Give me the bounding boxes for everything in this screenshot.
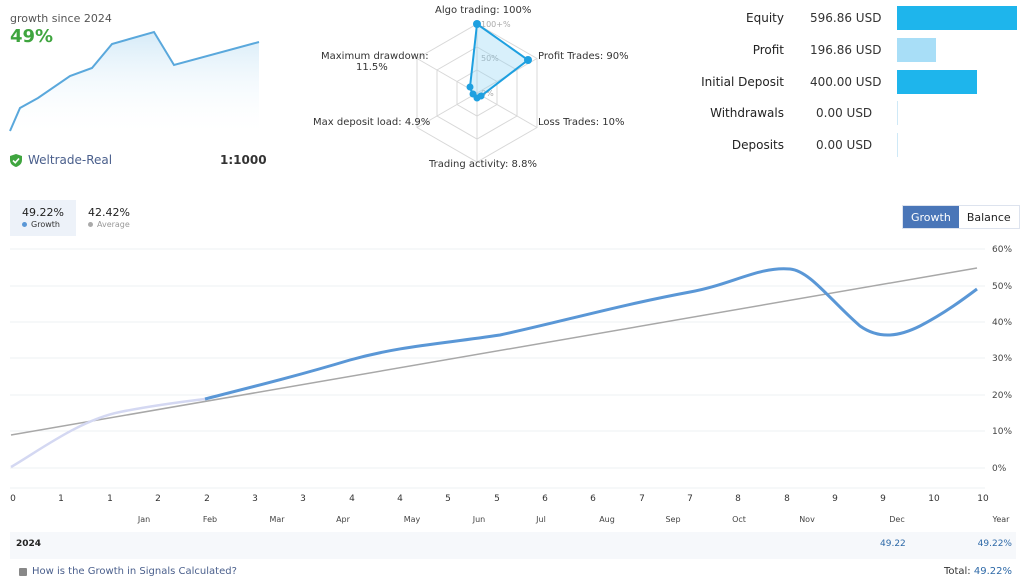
metric-tabs: 49.22% Growth 42.42% Average [10, 200, 142, 236]
growth-line-early [10, 397, 206, 469]
withdrawals-bar [897, 101, 898, 125]
stat-profit: Profit 196.86 USD [0, 38, 1024, 62]
balance-toggle-button[interactable]: Balance [958, 206, 1019, 228]
deposits-bar [897, 133, 898, 157]
svg-text:50%: 50% [481, 54, 499, 63]
radar-label-drawdown-value: 11.5% [356, 62, 388, 73]
growth-since-label: growth since 2024 [10, 12, 112, 25]
book-icon [19, 567, 27, 576]
tab-growth-metric[interactable]: 49.22% Growth [10, 200, 76, 236]
svg-text:100+%: 100+% [481, 20, 511, 29]
stat-deposits: Deposits 0.00 USD [0, 133, 1024, 157]
stat-equity: Equity 596.86 USD [0, 6, 1024, 30]
leverage: 1:1000 [220, 153, 267, 167]
chart-type-toggle: Growth Balance [902, 205, 1020, 229]
radar-label-loss: Loss Trades: 10% [538, 117, 625, 128]
growth-toggle-button[interactable]: Growth [903, 206, 959, 228]
broker-link[interactable]: Weltrade-Real [10, 153, 112, 167]
verified-shield-icon [10, 153, 22, 167]
svg-text:40%: 40% [992, 318, 1012, 328]
radar-chart: 100+% 50% 0% Algo trading: 100% Profit T… [300, 0, 640, 180]
svg-text:0%: 0% [992, 464, 1007, 474]
svg-text:10%: 10% [992, 427, 1012, 437]
svg-text:20%: 20% [992, 391, 1012, 401]
svg-text:0%: 0% [481, 89, 494, 98]
radar-grid: 100+% 50% 0% [416, 20, 538, 163]
growth-dot-icon [22, 222, 27, 227]
mini-growth-chart [9, 30, 260, 138]
tab-average-metric[interactable]: 42.42% Average [87, 206, 130, 229]
stat-withdrawals: Withdrawals 0.00 USD [0, 101, 1024, 125]
broker-name: Weltrade-Real [28, 153, 113, 167]
year-growth-value[interactable]: 49.22% [977, 539, 1012, 549]
average-line [10, 267, 978, 436]
radar-label-drawdown: Maximum drawdown: [321, 51, 429, 62]
growth-percentage: 49% [10, 26, 54, 47]
svg-text:50%: 50% [992, 282, 1012, 292]
year-label: 2024 [16, 539, 42, 549]
growth-line-chart: 60% 50% 40% 30% 20% 10% 0% [10, 245, 1012, 489]
svg-text:30%: 30% [992, 354, 1012, 364]
svg-text:60%: 60% [992, 245, 1012, 255]
total-growth: Total: 49.22% [943, 566, 1012, 577]
stat-initial-deposit: Initial Deposit 400.00 USD [0, 70, 1024, 94]
year-row [10, 532, 1016, 559]
radar-label-activity: Trading activity: 8.8% [429, 159, 537, 170]
equity-bar [897, 6, 1017, 30]
growth-line [204, 267, 978, 401]
profit-bar [897, 38, 936, 62]
radar-label-deposit-load: Max deposit load: 4.9% [313, 117, 431, 128]
dec-growth-value[interactable]: 49.22 [880, 539, 906, 549]
average-dot-icon [87, 222, 93, 227]
growth-calculation-help-link[interactable]: How is the Growth in Signals Calculated? [19, 566, 237, 577]
radar-label-algo: Algo trading: 100% [435, 5, 532, 16]
initial-deposit-bar [897, 70, 977, 94]
radar-label-profit: Profit Trades: 90% [538, 51, 629, 62]
